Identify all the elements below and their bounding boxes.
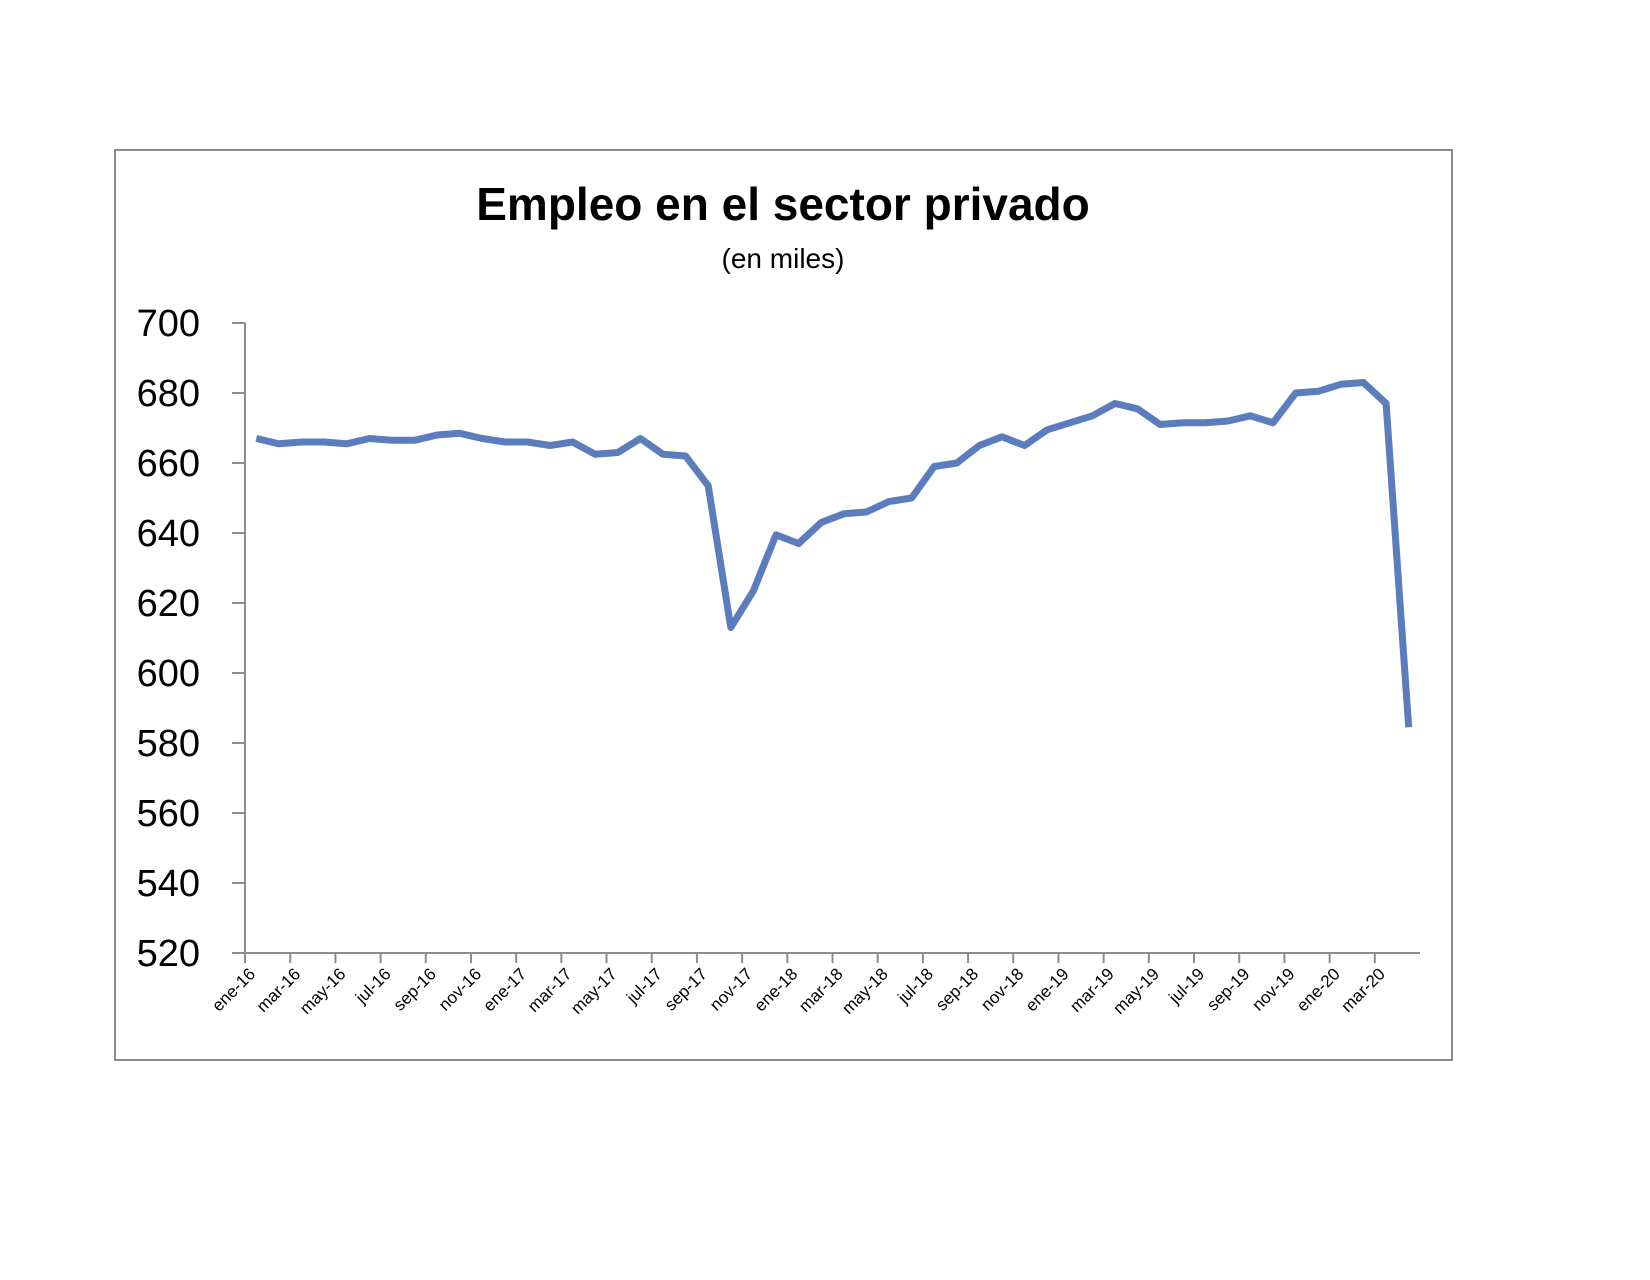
y-tick-label: 700	[137, 303, 200, 345]
chart-subtitle: (en miles)	[722, 243, 845, 274]
y-tick-label: 560	[137, 793, 200, 835]
chart-border	[114, 149, 1453, 1061]
data-line	[255, 379, 1413, 728]
y-tick-label: 660	[137, 443, 200, 485]
y-tick-label: 620	[137, 583, 200, 625]
y-tick-label: 600	[137, 653, 200, 695]
chart-title: Empleo en el sector privado	[476, 178, 1090, 230]
y-tick-label: 520	[137, 933, 200, 975]
y-tick-label: 680	[137, 373, 200, 415]
y-tick-label: 580	[137, 723, 200, 765]
y-tick-label: 640	[137, 513, 200, 555]
y-tick-label: 540	[137, 863, 200, 905]
